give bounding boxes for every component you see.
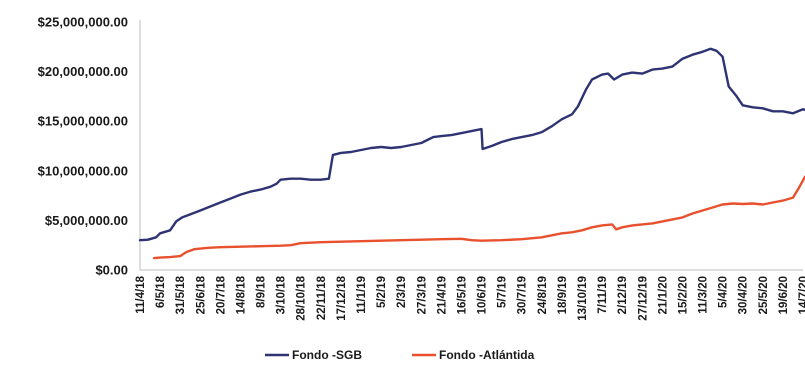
legend-label-0: Fondo -SGB [292,348,362,362]
x-tick-label: 16/5/19 [456,276,468,314]
y-tick-label: $25,000,000.00 [38,15,128,30]
x-tick-label: 15/2/20 [677,276,689,314]
x-tick-label: 6/5/18 [155,275,167,308]
x-tick-label: 18/9/19 [557,276,569,314]
x-tick-label: 25/6/18 [195,275,207,314]
x-tick-label: 8/9/18 [256,275,268,308]
x-tick-label: 5/7/19 [497,276,509,308]
x-tick-label: 24/8/19 [537,276,549,314]
x-tick-label: 2/3/19 [396,276,408,308]
x-tick-label: 14/7/20 [798,276,805,314]
x-tick-label: 10/6/19 [477,276,489,314]
x-tick-label: 22/11/18 [316,275,328,320]
x-tick-label: 21/4/19 [436,276,448,314]
x-tick-label: 20/7/18 [215,275,227,314]
x-tick-label: 19/6/20 [778,276,790,314]
y-tick-label: $0.00 [95,263,128,278]
y-tick-label: $15,000,000.00 [38,114,128,129]
y-tick-label: $20,000,000.00 [38,64,128,79]
x-tick-label: 7/11/19 [597,276,609,314]
plot-area [138,47,805,260]
legend: Fondo -SGB Fondo -Atlántida [265,348,535,362]
x-tick-label: 30/4/20 [738,276,750,314]
x-tick-label: 3/10/18 [276,275,288,314]
y-tick-label: $10,000,000.00 [38,163,128,178]
x-tick-label: 14/8/18 [235,275,247,314]
x-tick-label: 13/10/19 [577,276,589,321]
x-tick-label: 11/1/19 [356,276,368,314]
y-axis: $0.00 $5,000,000.00 $10,000,000.00 $15,000,… [38,15,141,278]
x-tick-label: 25/5/20 [758,276,770,314]
x-tick-label: 27/12/19 [637,276,649,321]
x-tick-label: 17/12/18 [336,275,348,320]
y-tick-label: $5,000,000.00 [45,213,128,228]
x-tick-label: 2/12/19 [617,276,629,314]
x-tick-label: 28/10/18 [296,275,308,320]
x-tick-label: 5/4/20 [718,276,730,308]
x-tick-label: 11/4/18 [135,275,147,313]
x-tick-label: 11/3/20 [698,276,710,314]
series-line-1 [152,175,805,260]
x-tick-label: 27/3/19 [416,276,428,314]
legend-label-1: Fondo -Atlántida [439,348,535,362]
x-tick-label: 5/2/19 [376,276,388,308]
x-tick-label: 21/1/20 [657,276,669,314]
series-line-0 [138,47,805,242]
x-tick-label: 31/5/18 [175,275,187,314]
x-axis: 11/4/18 6/5/18 31/5/18 25/6/18 20/7/18 14/8/1… [135,269,805,321]
x-tick-label: 30/7/19 [517,276,529,314]
